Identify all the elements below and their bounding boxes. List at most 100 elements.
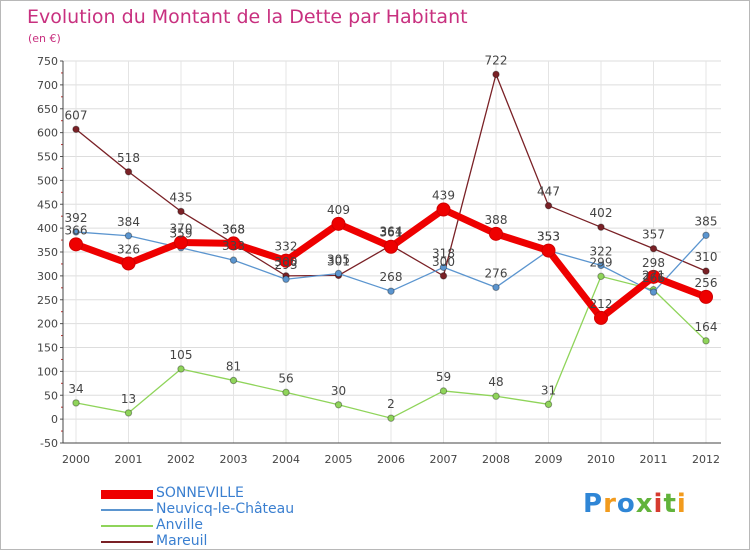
data-label-neuvicq-le-ch-teau: 305 <box>327 252 350 266</box>
data-label-mareuil: 310 <box>695 250 718 264</box>
y-tick-label: -50 <box>40 437 58 450</box>
data-label-mareuil: 301 <box>327 254 350 268</box>
data-label-sonneville: 368 <box>222 222 245 236</box>
data-label-neuvicq-le-ch-teau: 353 <box>537 230 560 244</box>
data-label-anville: 81 <box>226 359 241 373</box>
data-point-sonneville <box>436 202 451 217</box>
chart-unit-label: (en €) <box>28 32 61 45</box>
data-label-sonneville: 353 <box>537 230 560 244</box>
data-point-anville <box>72 399 80 407</box>
x-tick-label: 2009 <box>535 453 563 466</box>
data-label-mareuil: 607 <box>65 108 88 122</box>
logo-letter: r <box>603 489 617 519</box>
data-point-neuvicq-le-ch-teau <box>649 288 658 296</box>
data-point-neuvicq-le-ch-teau <box>72 228 80 236</box>
data-point-mareuil <box>124 168 133 176</box>
data-label-anville: 164 <box>695 320 718 334</box>
data-point-anville <box>597 272 605 281</box>
y-tick-label: 350 <box>37 246 58 259</box>
x-tick-label: 2012 <box>692 453 720 466</box>
y-tick-label: 700 <box>37 79 58 92</box>
data-label-sonneville: 212 <box>590 297 613 311</box>
data-label-neuvicq-le-ch-teau: 392 <box>65 211 88 225</box>
data-point-sonneville <box>699 289 713 304</box>
x-tick-label: 2006 <box>377 453 405 466</box>
y-tick-label: 300 <box>37 270 58 283</box>
data-label-neuvicq-le-ch-teau: 385 <box>695 214 718 228</box>
data-point-anville <box>492 392 500 400</box>
x-tick-label: 2001 <box>115 453 143 466</box>
data-label-neuvicq-le-ch-teau: 322 <box>590 244 613 258</box>
x-tick-label: 2010 <box>587 453 615 466</box>
data-label-neuvicq-le-ch-teau: 266 <box>642 271 665 285</box>
data-label-sonneville: 332 <box>275 240 298 254</box>
data-point-neuvicq-le-ch-teau <box>387 287 395 295</box>
data-point-neuvicq-le-ch-teau <box>439 263 448 271</box>
legend-label-mareuil: Mareuil <box>156 533 208 549</box>
data-point-neuvicq-le-ch-teau <box>597 261 605 270</box>
y-tick-label: 500 <box>37 174 58 187</box>
data-point-anville <box>544 400 553 409</box>
data-label-sonneville: 370 <box>170 221 193 235</box>
x-tick-label: 2003 <box>220 453 248 466</box>
x-tick-label: 2007 <box>430 453 458 466</box>
chart-title: Evolution du Montant de la Dette par Hab… <box>27 6 468 28</box>
legend-swatch-anville <box>101 525 153 527</box>
data-point-sonneville <box>69 237 83 252</box>
x-tick-label: 2002 <box>167 453 195 466</box>
data-point-mareuil <box>492 70 500 79</box>
y-tick-label: 150 <box>37 342 58 355</box>
logo-letter: i <box>653 489 664 519</box>
data-label-mareuil: 447 <box>537 185 560 199</box>
data-label-sonneville: 409 <box>327 203 350 217</box>
y-tick-label: 200 <box>37 318 58 331</box>
data-point-neuvicq-le-ch-teau <box>492 283 500 292</box>
y-tick-label: 650 <box>37 103 58 116</box>
data-point-mareuil <box>439 272 448 280</box>
data-label-sonneville: 388 <box>485 213 508 227</box>
data-point-neuvicq-le-ch-teau <box>702 231 710 239</box>
data-label-anville: 271 <box>642 269 665 283</box>
data-label-anville: 48 <box>488 375 503 389</box>
data-label-neuvicq-le-ch-teau: 268 <box>380 270 403 284</box>
legend-label-anville: Anville <box>156 517 204 533</box>
data-point-anville <box>229 376 238 385</box>
data-point-anville <box>702 337 710 345</box>
logo-letter: i <box>676 489 687 519</box>
data-point-anville <box>282 388 290 397</box>
data-point-neuvicq-le-ch-teau <box>124 232 133 240</box>
data-label-sonneville: 256 <box>695 276 718 290</box>
data-label-mareuil: 518 <box>117 151 140 165</box>
data-label-mareuil: 402 <box>590 206 613 220</box>
data-label-neuvicq-le-ch-teau: 276 <box>485 266 508 280</box>
data-point-sonneville <box>594 310 608 325</box>
data-point-anville <box>334 401 343 409</box>
data-label-anville: 2 <box>387 397 395 411</box>
data-label-sonneville: 366 <box>65 223 88 237</box>
data-point-mareuil <box>702 267 710 275</box>
data-label-mareuil: 722 <box>485 53 508 67</box>
y-tick-label: 750 <box>37 55 58 68</box>
data-label-anville: 31 <box>541 383 556 397</box>
legend-swatch-neuvicq-le-ch-teau <box>101 509 153 511</box>
data-label-anville: 105 <box>170 348 193 362</box>
data-point-sonneville <box>121 256 136 271</box>
logo-letter: x <box>635 489 654 519</box>
y-tick-label: 400 <box>37 222 58 235</box>
data-label-mareuil: 435 <box>170 190 193 204</box>
data-label-neuvicq-le-ch-teau: 359 <box>170 227 193 241</box>
data-point-anville <box>387 414 395 422</box>
data-point-mareuil <box>544 201 553 210</box>
data-point-sonneville <box>226 236 241 251</box>
y-tick-label: 450 <box>37 198 58 211</box>
data-label-anville: 13 <box>121 392 136 406</box>
y-tick-label: 0 <box>51 413 58 426</box>
data-label-sonneville: 361 <box>380 226 403 240</box>
data-point-anville <box>124 409 133 417</box>
data-point-neuvicq-le-ch-teau <box>282 275 290 283</box>
data-label-anville: 299 <box>590 255 613 269</box>
y-tick-label: 50 <box>44 389 58 402</box>
legend-swatch-mareuil <box>101 541 153 543</box>
